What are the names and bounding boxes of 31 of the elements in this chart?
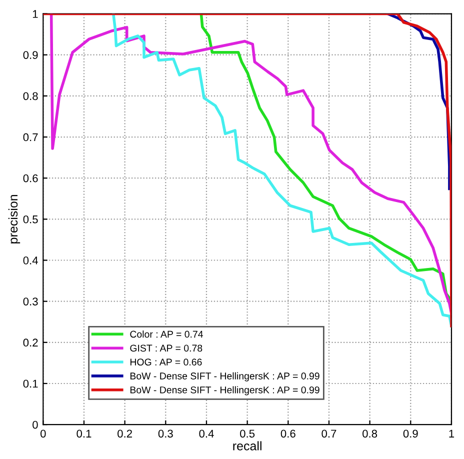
- y-tick-label: 0.4: [23, 256, 38, 264]
- y-tick-label: 0: [32, 420, 38, 429]
- line-series: [200, 14, 452, 303]
- legend-label: BoW - Dense SIFT - HellingersK : AP = 0.99: [130, 386, 320, 396]
- y-axis-title: precision: [8, 194, 20, 244]
- legend-label: BoW - Dense SIFT - HellingersK : AP = 0.99: [130, 372, 320, 382]
- y-tick-label: 0.7: [23, 133, 38, 142]
- y-tick-label: 0.5: [23, 215, 38, 224]
- y-tick-label: 0.3: [23, 298, 38, 306]
- y-tick-label: 0.2: [23, 338, 38, 347]
- legend-label: GIST : AP = 0.78: [130, 344, 202, 352]
- x-tick-label: 0.5: [240, 430, 255, 438]
- y-tick-label: 0.1: [23, 380, 38, 388]
- x-tick-label: 0.9: [403, 430, 418, 438]
- line-series: [112, 14, 452, 328]
- legend-label: HOG : AP = 0.66: [130, 358, 202, 366]
- x-tick-label: 0.3: [158, 430, 173, 438]
- y-tick-label: 0.9: [23, 51, 38, 59]
- x-tick-label: 1: [449, 430, 454, 438]
- x-tick-label: 0.2: [118, 430, 132, 438]
- x-tick-label: 0.7: [322, 430, 336, 438]
- x-tick-label: 0.4: [199, 430, 214, 438]
- x-tick-label: 0.6: [280, 430, 296, 438]
- x-axis-title: recall: [233, 441, 262, 450]
- legend-label: Color : AP = 0.74: [130, 330, 203, 338]
- x-tick-label: 0.1: [76, 430, 92, 438]
- y-tick-label: 1: [32, 10, 38, 18]
- x-tick-label: 0.8: [362, 430, 378, 438]
- y-tick-label: 0.8: [23, 92, 38, 100]
- y-tick-label: 0.6: [23, 174, 38, 182]
- x-tick-label: 0: [40, 430, 46, 438]
